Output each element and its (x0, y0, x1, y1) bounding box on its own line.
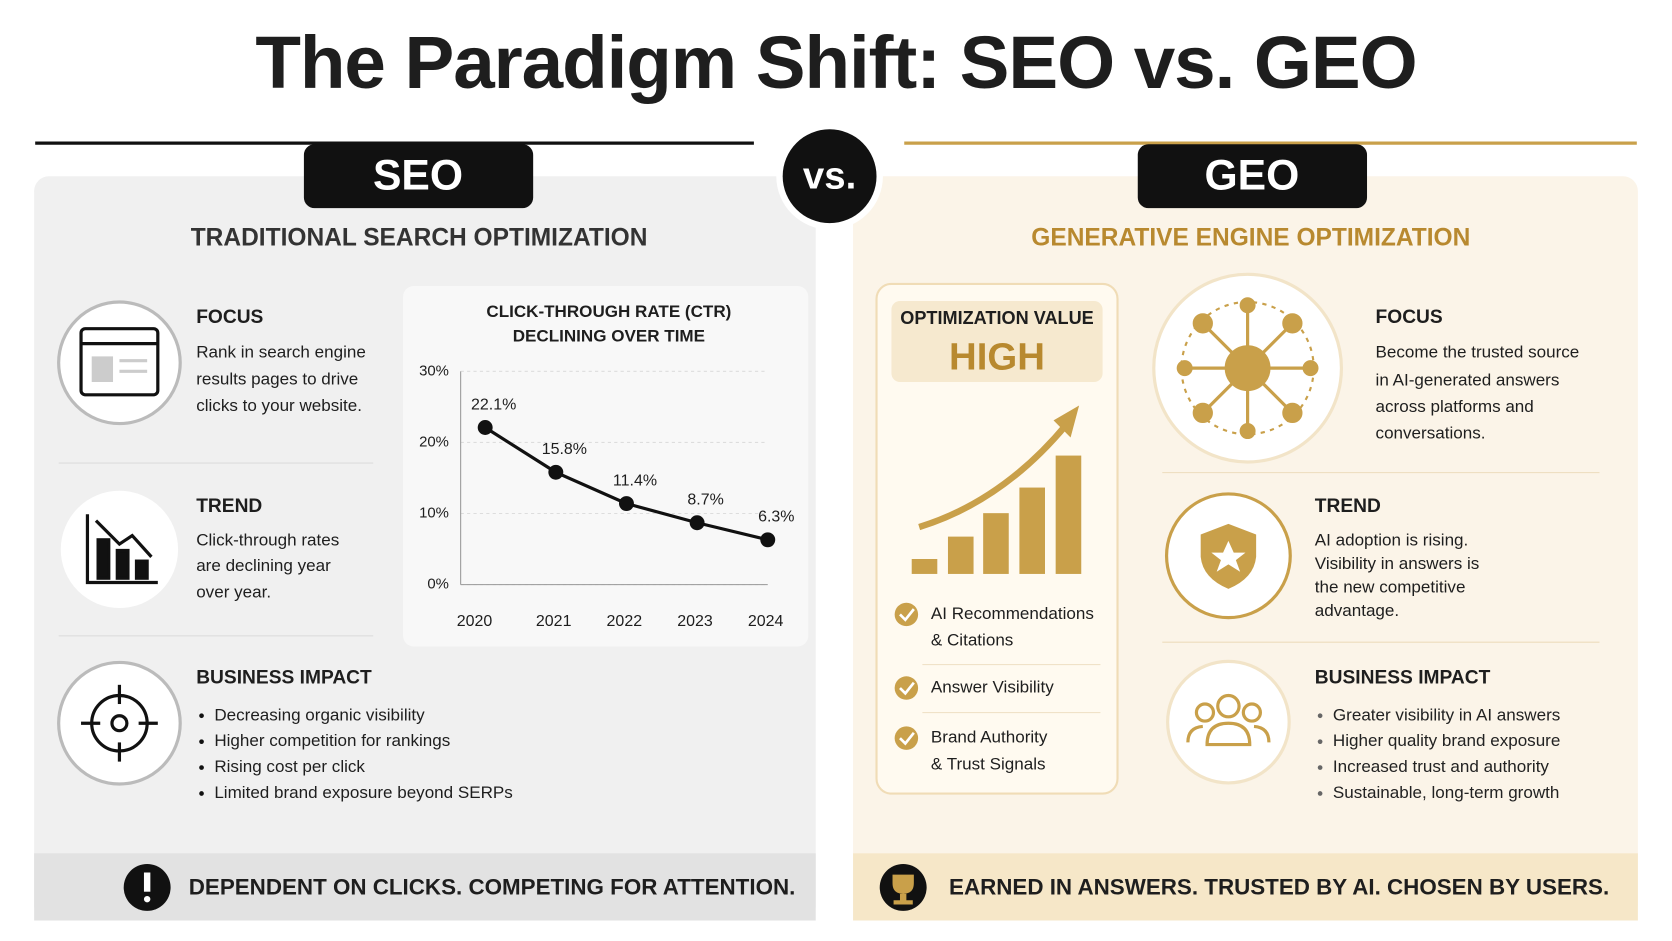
bullet-text: Sustainable, long-term growth (1333, 783, 1559, 802)
block-text: are declining year (196, 556, 331, 575)
x-tick-label: 2023 (677, 613, 713, 630)
data-point (477, 420, 493, 435)
bullet-text: Increased trust and authority (1333, 757, 1550, 776)
value-label: OPTIMIZATION VALUE (900, 308, 1093, 328)
block-heading: BUSINESS IMPACT (196, 667, 372, 688)
bullet-text: Limited brand exposure beyond SERPs (214, 783, 513, 802)
y-tick-label: 10% (419, 504, 449, 521)
data-point (619, 496, 634, 512)
badge-label: SEO (373, 152, 463, 200)
x-tick-label: 2024 (748, 613, 784, 630)
block-text: results pages to drive (196, 369, 358, 388)
bullet (199, 765, 204, 770)
bullet-text: Higher competition for rankings (214, 731, 450, 750)
check-text: & Trust Signals (931, 754, 1046, 773)
x-tick-label: 2021 (536, 613, 572, 630)
block-heading: BUSINESS IMPACT (1315, 667, 1491, 688)
bullet-text: Rising cost per click (214, 757, 365, 776)
check-text: Brand Authority (931, 728, 1048, 747)
geo-footer (853, 853, 1638, 921)
block-text: Visibility in answers is (1315, 554, 1480, 573)
icons (57, 300, 182, 786)
x-tick-label: 2022 (607, 613, 643, 630)
block-text: advantage. (1315, 601, 1399, 620)
geo-badge (1137, 144, 1368, 209)
seo-badge (303, 144, 534, 209)
block-text: Become the trusted source (1376, 343, 1580, 362)
y-tick-label: 0% (427, 576, 449, 593)
vs-label: vs. (803, 154, 856, 197)
section-subtitle: GENERATIVE ENGINE OPTIMIZATION (1031, 225, 1470, 252)
block-text: Click-through rates (196, 530, 339, 549)
block-text: Rank in search engine (196, 343, 366, 362)
bullet (1317, 713, 1323, 719)
page-title: The Paradigm Shift: SEO vs. GEO (255, 20, 1416, 104)
block-text: conversations. (1376, 424, 1486, 443)
chart-title: CLICK-THROUGH RATE (CTR) (486, 302, 731, 321)
geo-icons (1152, 272, 1344, 785)
y-tick-label: 20% (419, 433, 449, 450)
footer-text: DEPENDENT ON CLICKS. COMPETING FOR ATTEN… (189, 874, 796, 899)
chart-subtitle: DECLINING OVER TIME (513, 327, 705, 346)
data-label: 22.1% (471, 396, 516, 413)
bullet (1317, 765, 1323, 770)
data-label: 11.4% (613, 472, 657, 489)
data-point (760, 532, 776, 548)
check-text: & Citations (931, 631, 1013, 650)
data-point (689, 515, 705, 531)
check-icon (894, 726, 919, 750)
block-text: the new competitive (1315, 577, 1466, 596)
bullet (199, 739, 204, 745)
data-label: 6.3% (758, 509, 794, 526)
block-text: across platforms and (1376, 397, 1534, 416)
check-text: Answer Visibility (931, 678, 1054, 697)
check-text: AI Recommendations (931, 604, 1094, 623)
badge-label: GEO (1204, 152, 1299, 200)
bullet (1317, 791, 1323, 796)
check-icon (894, 676, 919, 700)
bullet-text: Higher quality brand exposure (1333, 731, 1560, 750)
alert-icon (143, 895, 151, 903)
data-label: 15.8% (542, 441, 587, 458)
block-heading: TREND (1315, 496, 1381, 517)
value-text: HIGH (949, 336, 1045, 379)
y-tick-label: 30% (419, 362, 449, 379)
bullet (1317, 739, 1323, 745)
growth-bars (911, 405, 1082, 574)
x-tick-label: 2020 (457, 613, 493, 630)
bullet (199, 713, 204, 719)
data-point (548, 464, 564, 480)
trophy-icon (892, 874, 914, 905)
block-heading: FOCUS (1376, 307, 1443, 328)
bullet (199, 791, 204, 796)
check-icon (899, 608, 915, 622)
value-box (891, 300, 1103, 382)
block-text: AI adoption is rising. (1315, 530, 1469, 549)
check-icon (894, 602, 919, 627)
block-text: over year. (196, 583, 271, 602)
chart-card (403, 286, 809, 647)
bullet-text: Greater visibility in AI answers (1333, 705, 1560, 724)
vs-badge (782, 129, 877, 224)
data-label: 8.7% (687, 492, 723, 509)
block-heading: TREND (196, 496, 262, 517)
block-text: in AI-generated answers (1376, 370, 1560, 389)
alert-icon (143, 872, 151, 892)
footer-text: EARNED IN ANSWERS. TRUSTED BY AI. CHOSEN… (949, 874, 1609, 899)
block-text: clicks to your website. (196, 396, 362, 415)
block-heading: FOCUS (196, 307, 263, 328)
section-subtitle: TRADITIONAL SEARCH OPTIMIZATION (191, 225, 648, 252)
check-icon (899, 681, 915, 696)
bullet-text: Decreasing organic visibility (214, 705, 425, 724)
check-icon (899, 731, 915, 746)
